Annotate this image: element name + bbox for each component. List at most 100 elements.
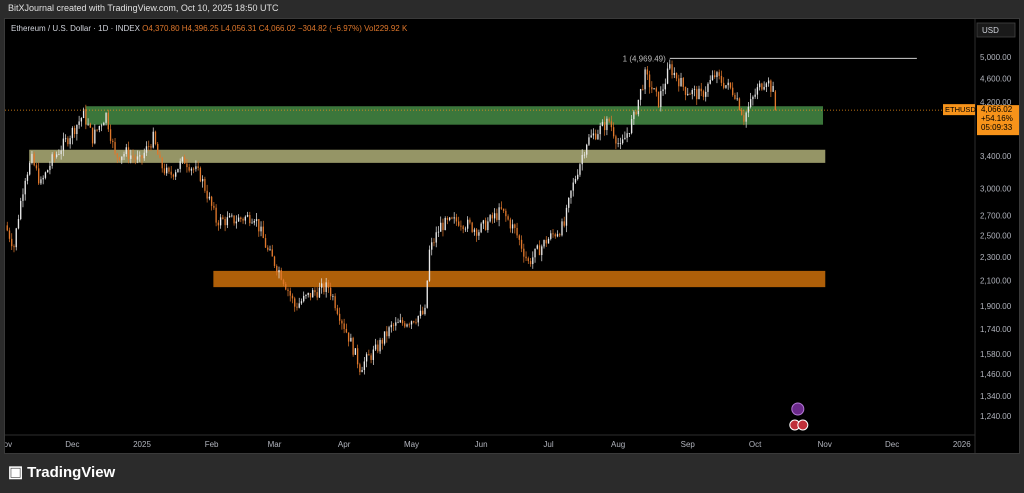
candle-body[interactable]	[280, 269, 282, 280]
candle-body[interactable]	[356, 348, 359, 365]
candle-body[interactable]	[62, 138, 65, 151]
candle-body[interactable]	[20, 200, 22, 220]
candle-body[interactable]	[46, 170, 49, 173]
candle-body[interactable]	[49, 165, 51, 171]
candle-body[interactable]	[606, 118, 608, 131]
candle-body[interactable]	[525, 256, 527, 259]
candle-body[interactable]	[377, 344, 379, 352]
candle-body[interactable]	[500, 207, 503, 209]
candle-body[interactable]	[139, 155, 141, 157]
candle-body[interactable]	[732, 87, 734, 95]
candle-body[interactable]	[590, 135, 592, 138]
candle-body[interactable]	[89, 123, 92, 128]
candle-body[interactable]	[31, 153, 33, 164]
candle-body[interactable]	[116, 153, 118, 158]
candle-body[interactable]	[592, 133, 595, 136]
candle-body[interactable]	[69, 138, 71, 145]
candle-body[interactable]	[118, 157, 121, 161]
candle-body[interactable]	[224, 219, 226, 226]
candle-body[interactable]	[752, 96, 754, 100]
candle-body[interactable]	[233, 215, 235, 224]
candle-body[interactable]	[289, 290, 291, 296]
candle-body[interactable]	[98, 126, 101, 130]
candle-body[interactable]	[296, 306, 298, 308]
candle-body[interactable]	[628, 133, 631, 134]
candle-body[interactable]	[226, 217, 229, 226]
candle-body[interactable]	[6, 225, 8, 231]
candle-body[interactable]	[509, 219, 512, 229]
candle-body[interactable]	[354, 348, 357, 355]
candle-body[interactable]	[73, 127, 76, 135]
candle-body[interactable]	[309, 292, 312, 298]
candle-body[interactable]	[770, 80, 772, 92]
candle-body[interactable]	[112, 140, 114, 143]
candle-body[interactable]	[181, 157, 184, 162]
candle-body[interactable]	[42, 177, 44, 180]
candle-body[interactable]	[127, 147, 130, 159]
candle-body[interactable]	[601, 122, 604, 126]
candle-body[interactable]	[105, 112, 107, 123]
candle-body[interactable]	[680, 77, 682, 87]
candle-body[interactable]	[244, 216, 246, 221]
candle-body[interactable]	[749, 99, 752, 107]
candle-body[interactable]	[642, 89, 644, 90]
candle-body[interactable]	[536, 245, 538, 249]
candle-body[interactable]	[565, 207, 568, 226]
candle-body[interactable]	[199, 167, 202, 182]
candle-body[interactable]	[496, 213, 498, 220]
chart-panel[interactable]: 1 (4,969.49) Ethereum / U.S. Dollar · 1D …	[4, 18, 1020, 454]
candle-body[interactable]	[718, 72, 720, 76]
candle-body[interactable]	[136, 156, 139, 160]
candle-body[interactable]	[671, 64, 673, 76]
candle-body[interactable]	[489, 215, 491, 222]
candle-body[interactable]	[58, 154, 60, 155]
candle-body[interactable]	[53, 154, 56, 157]
candle-body[interactable]	[195, 166, 197, 170]
candle-body[interactable]	[305, 294, 307, 296]
candle-body[interactable]	[720, 75, 723, 83]
support-zone-orange[interactable]	[213, 270, 826, 288]
candle-body[interactable]	[114, 142, 116, 154]
candle-body[interactable]	[107, 112, 109, 130]
candle-body[interactable]	[738, 98, 741, 110]
candle-body[interactable]	[543, 240, 545, 247]
candle-body[interactable]	[568, 197, 570, 208]
candle-body[interactable]	[727, 82, 729, 86]
candle-body[interactable]	[556, 234, 559, 237]
candle-body[interactable]	[637, 99, 640, 115]
candle-body[interactable]	[615, 136, 617, 144]
support-zone-khaki[interactable]	[29, 149, 826, 163]
candle-body[interactable]	[455, 217, 458, 222]
candle-body[interactable]	[303, 295, 305, 302]
candle-body[interactable]	[422, 310, 424, 315]
candle-body[interactable]	[325, 282, 327, 292]
candle-body[interactable]	[541, 246, 543, 256]
candle-body[interactable]	[285, 284, 287, 290]
candle-body[interactable]	[213, 205, 215, 208]
candle-body[interactable]	[298, 303, 300, 308]
candle-body[interactable]	[33, 153, 35, 166]
candle-body[interactable]	[666, 68, 669, 84]
candle-body[interactable]	[397, 322, 399, 324]
candle-body[interactable]	[347, 332, 350, 342]
candle-body[interactable]	[651, 87, 653, 90]
candle-body[interactable]	[547, 238, 550, 244]
candle-body[interactable]	[709, 80, 711, 84]
candle-body[interactable]	[11, 238, 13, 247]
candle-body[interactable]	[359, 364, 361, 373]
candle-body[interactable]	[392, 324, 395, 326]
candle-body[interactable]	[404, 323, 406, 327]
candle-body[interactable]	[653, 88, 655, 90]
candle-body[interactable]	[361, 370, 363, 373]
candle-body[interactable]	[621, 139, 624, 144]
candle-body[interactable]	[219, 217, 222, 226]
candle-body[interactable]	[453, 217, 455, 219]
candle-body[interactable]	[276, 265, 278, 273]
candle-body[interactable]	[210, 196, 213, 206]
candle-body[interactable]	[451, 217, 453, 219]
candle-body[interactable]	[529, 261, 532, 265]
candle-body[interactable]	[469, 219, 471, 223]
candle-body[interactable]	[40, 179, 42, 184]
candle-body[interactable]	[269, 249, 271, 251]
candle-body[interactable]	[518, 235, 520, 240]
